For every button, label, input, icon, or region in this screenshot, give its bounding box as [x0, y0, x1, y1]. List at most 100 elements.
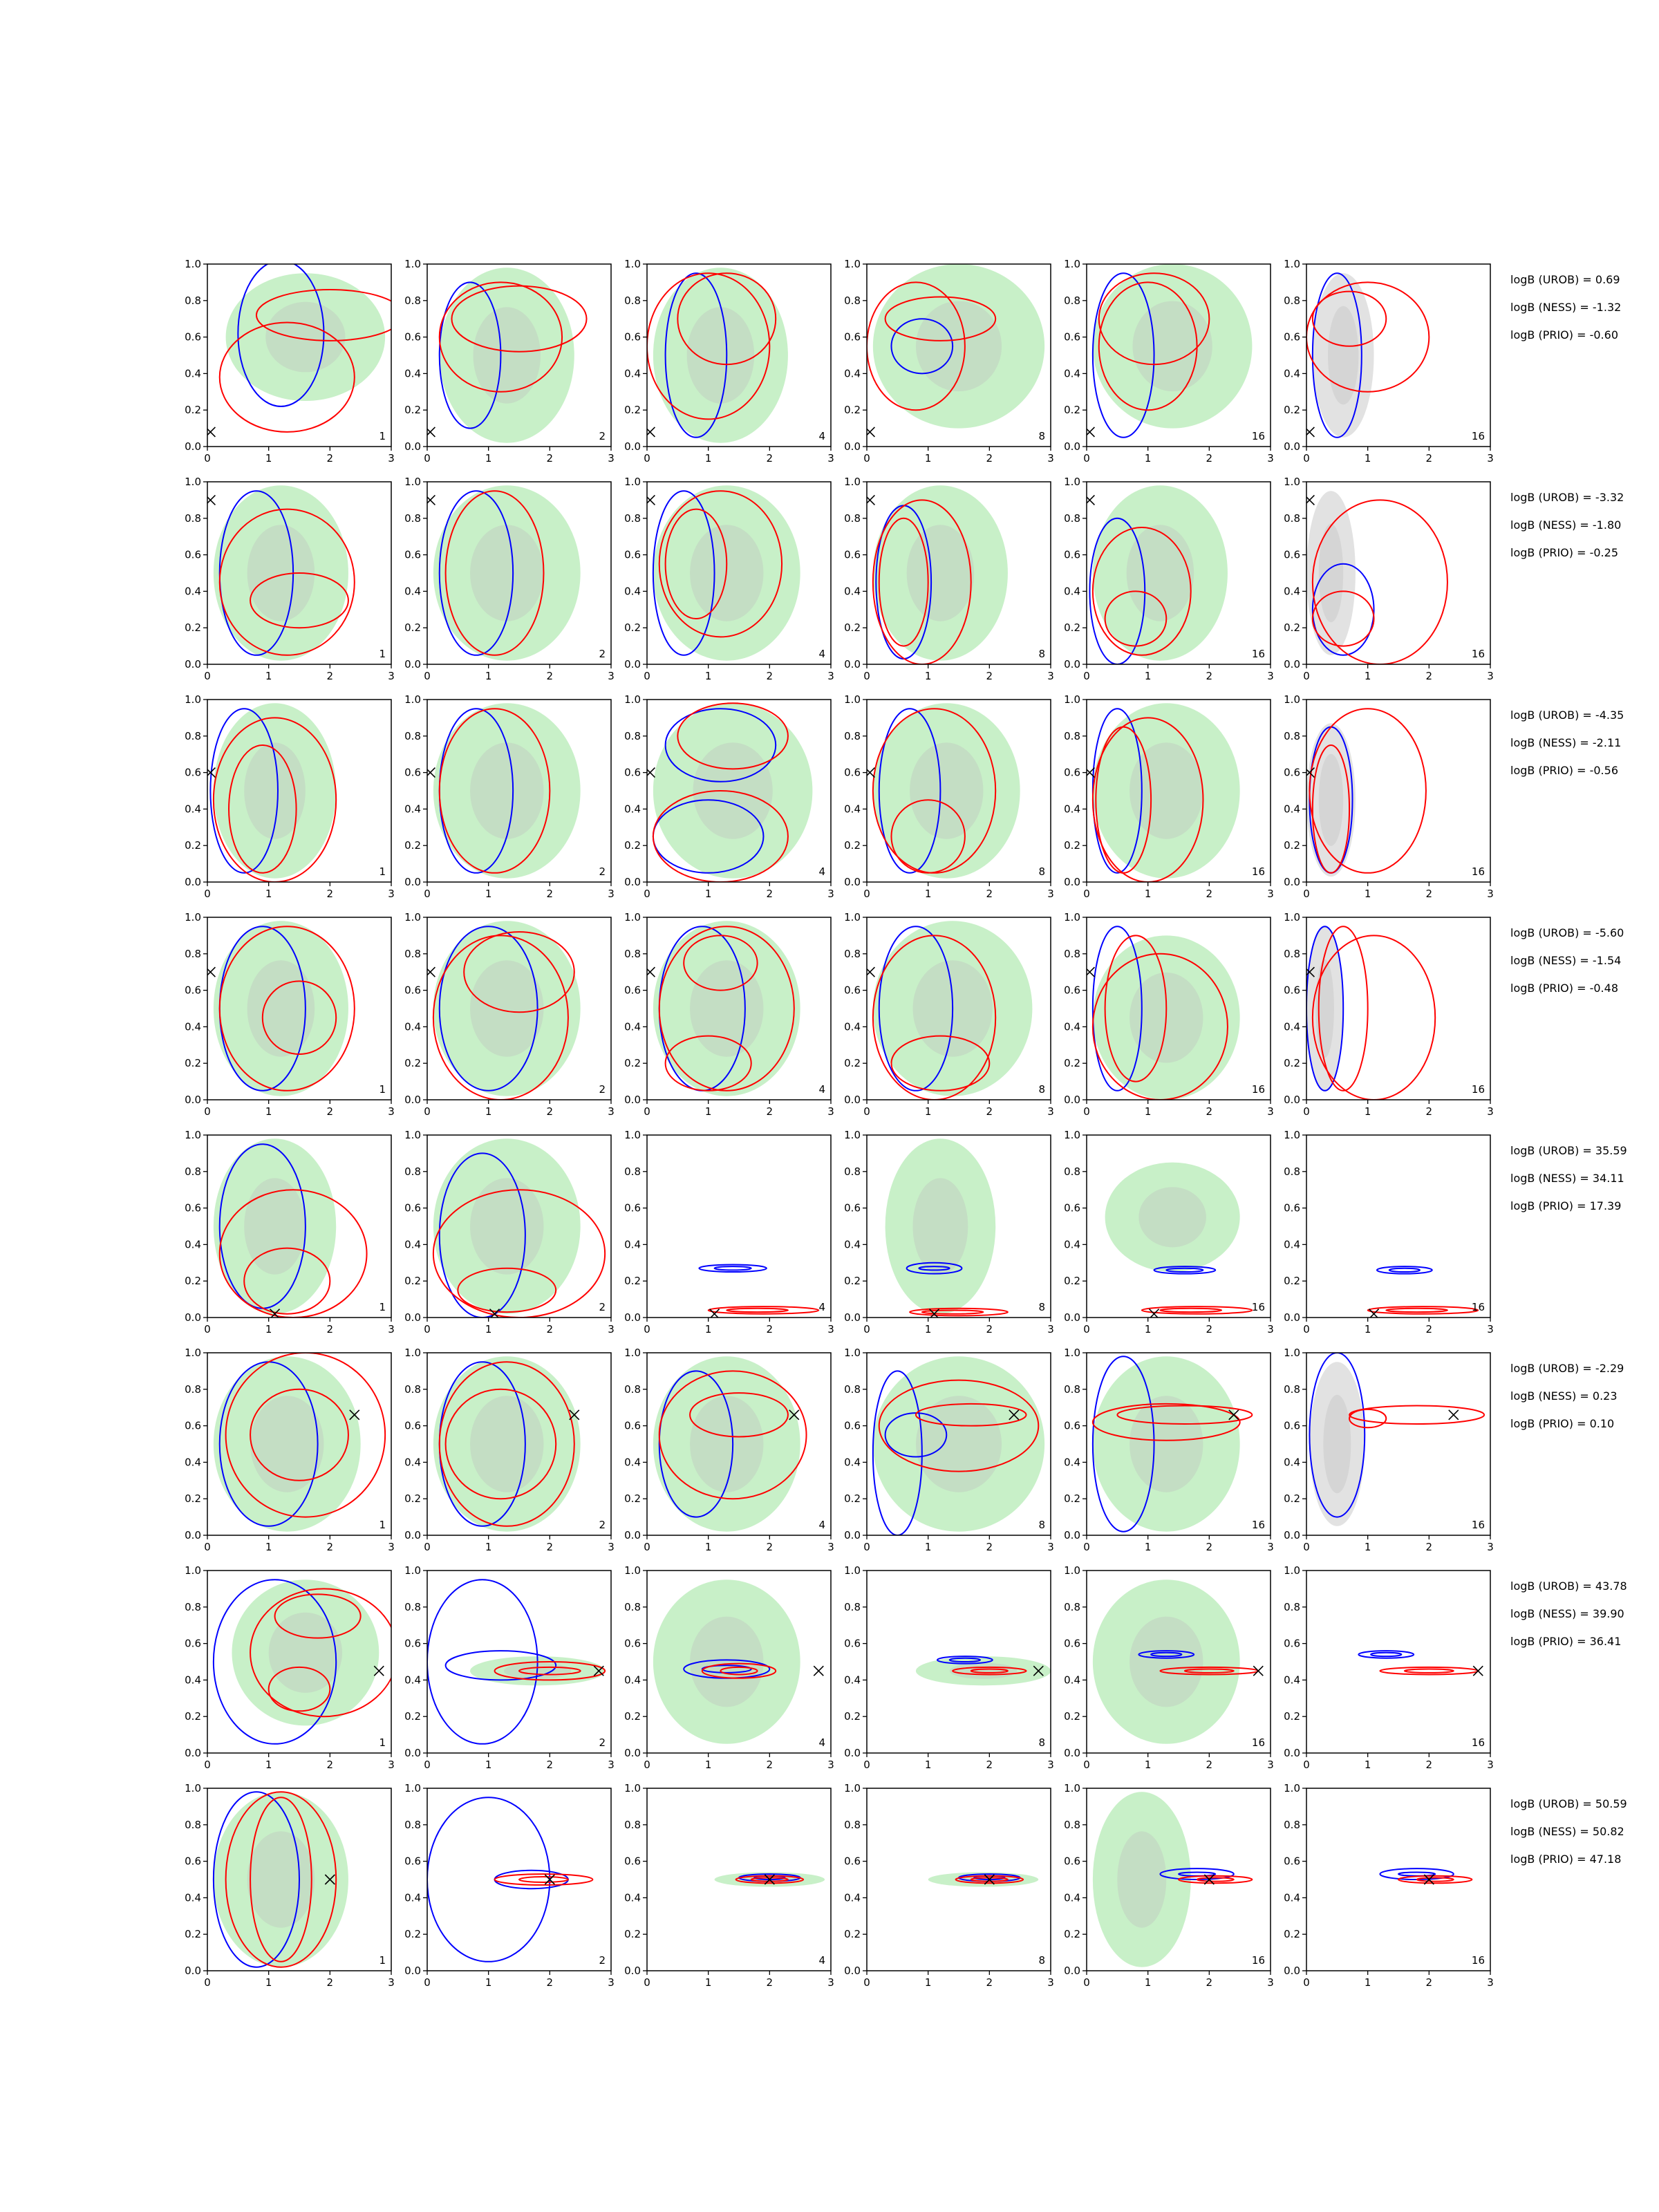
- y-tick-label: 0.2: [844, 1928, 861, 1940]
- y-tick-label: 0.4: [404, 803, 421, 815]
- blue-contour: [878, 926, 954, 1091]
- x-tick-label: 0: [644, 888, 650, 900]
- x-tick-label: 2: [327, 670, 334, 682]
- subplot-r5-c2: 0.00.20.40.60.81.00 1 2 32: [404, 1129, 615, 1335]
- y-tick-label: 0.8: [624, 1601, 641, 1613]
- red-contour: [664, 508, 728, 619]
- plot-area: [1306, 491, 1448, 664]
- y-tick-label: 0.6: [1064, 1420, 1080, 1432]
- truth-marker: [1423, 1874, 1434, 1885]
- x-tick-label: 3: [1047, 1105, 1054, 1118]
- subplot-r3-c4: 0.0 0.2 0.4 0.6 0.8 1.0 0 1 2 38: [844, 693, 1054, 900]
- x-tick-label: 0: [863, 452, 870, 465]
- truth-marker: [1306, 767, 1315, 778]
- y-tick-label: 0.8: [1064, 1383, 1080, 1396]
- blue-contour: [237, 264, 325, 407]
- x-tick-label: 0: [1083, 452, 1090, 465]
- x-tick-label: 0: [204, 452, 211, 465]
- x-tick-label: 1: [485, 1323, 492, 1335]
- panel-label: 16: [1252, 1083, 1265, 1096]
- x-tick-label: 1: [705, 1976, 712, 1989]
- truth-marker: [1203, 1874, 1215, 1885]
- y-tick-label: 0.4: [1284, 1238, 1300, 1250]
- panel-label: 16: [1472, 1519, 1485, 1531]
- prior-density-region: [213, 485, 348, 661]
- x-tick-label: 0: [424, 1976, 431, 1989]
- blue-contour: [212, 1579, 337, 1745]
- truth-marker: [647, 427, 655, 438]
- y-tick-label: 1.0: [1064, 693, 1080, 706]
- axes-frame: [646, 1570, 832, 1754]
- y-tick-label: 0.4: [185, 1020, 201, 1033]
- blue-contour: [890, 318, 954, 375]
- red-contour: [1367, 1306, 1479, 1315]
- y-tick-label: 0.4: [404, 585, 421, 597]
- red-contour: [1349, 1408, 1387, 1429]
- x-tick-label: 1: [265, 1323, 272, 1335]
- x-tick-label: 1: [925, 1541, 932, 1553]
- panel-label: 8: [1038, 865, 1045, 878]
- x-tick-label: 2: [767, 1105, 774, 1118]
- y-tick-label: 0.8: [624, 1819, 641, 1831]
- axes-frame: [207, 699, 392, 883]
- x-tick-label: 1: [265, 670, 272, 682]
- x-tick-label: 1: [1365, 1759, 1371, 1771]
- blue-contour: [438, 281, 502, 429]
- x-tick-label: 2: [1426, 1976, 1433, 1989]
- plot-area: [1309, 1353, 1485, 1526]
- x-tick-label: 2: [1206, 1976, 1213, 1989]
- y-tick-label: 0.8: [185, 1601, 201, 1613]
- x-tick-label: 1: [925, 1976, 932, 1989]
- y-tick-label: 0.2: [185, 1928, 201, 1940]
- y-tick-label: 0.6: [844, 549, 861, 561]
- panel-label: 2: [599, 1083, 606, 1096]
- prior-density-region: [433, 1356, 581, 1532]
- plot-area: [207, 921, 355, 1096]
- y-tick-label: 0.4: [844, 367, 861, 379]
- subplot-r8-c1: 0.00.20.40.60.81.00 1 2 31: [185, 1782, 395, 1989]
- plot-area: [207, 485, 355, 661]
- x-tick-label: 1: [705, 1105, 712, 1118]
- logb-stat-label: logB (NESS) = -1.54: [1510, 954, 1621, 967]
- x-tick-label: 3: [1267, 888, 1274, 900]
- red-contour: [915, 1403, 1027, 1427]
- x-tick-label: 1: [485, 670, 492, 682]
- logb-stat-label: logB (NESS) = 50.82: [1510, 1825, 1624, 1838]
- y-tick-label: 0.4: [844, 1674, 861, 1686]
- y-tick-label: 0.4: [1284, 585, 1300, 597]
- red-contour: [1098, 272, 1210, 366]
- subplot-r1-c4: 0.0 0.2 0.4 0.6 0.8 1.0 0 1 2 38: [844, 258, 1054, 465]
- subplot-r4-c5: 0.0 0.2 0.4 0.6 0.8 1.0 0 1 2 316: [1064, 911, 1274, 1118]
- truth-marker: [1087, 494, 1095, 505]
- panel-label: 8: [1038, 1736, 1045, 1749]
- truth-marker: [373, 1665, 384, 1676]
- plot-area: [427, 1797, 594, 1962]
- y-tick-label: 0.8: [185, 1383, 201, 1396]
- truth-marker: [1087, 427, 1095, 438]
- y-tick-label: 0.4: [1064, 1238, 1080, 1250]
- prior-density-core: [915, 1396, 1002, 1492]
- y-tick-label: 0.0: [185, 1965, 201, 1977]
- y-tick-label: 1.0: [185, 911, 201, 924]
- y-tick-label: 0.0: [185, 1529, 201, 1541]
- x-tick-label: 0: [204, 1759, 211, 1771]
- y-tick-label: 0.8: [1284, 1383, 1300, 1396]
- x-tick-label: 2: [1206, 1105, 1213, 1118]
- red-contour: [867, 281, 966, 411]
- y-tick-label: 0.4: [1064, 1020, 1080, 1033]
- subplot-r7-c1: 0.00.20.40.60.81.00 1 2 31: [185, 1564, 395, 1771]
- x-tick-label: 3: [827, 1759, 834, 1771]
- blue-contour: [212, 1791, 300, 1968]
- y-tick-label: 1.0: [844, 1129, 861, 1141]
- y-tick-label: 0.0: [624, 876, 641, 888]
- red-contour: [444, 490, 545, 656]
- prior-density-region: [653, 1356, 800, 1532]
- y-tick-label: 0.0: [624, 1529, 641, 1541]
- logb-stat-label: logB (UROB) = 50.59: [1510, 1797, 1627, 1810]
- panel-label: 16: [1252, 1954, 1265, 1967]
- y-tick-label: 0.2: [185, 1710, 201, 1723]
- red-contour: [451, 285, 588, 353]
- panel-label: 16: [1252, 648, 1265, 660]
- y-tick-label: 0.0: [844, 1965, 861, 1977]
- truth-marker: [867, 494, 875, 505]
